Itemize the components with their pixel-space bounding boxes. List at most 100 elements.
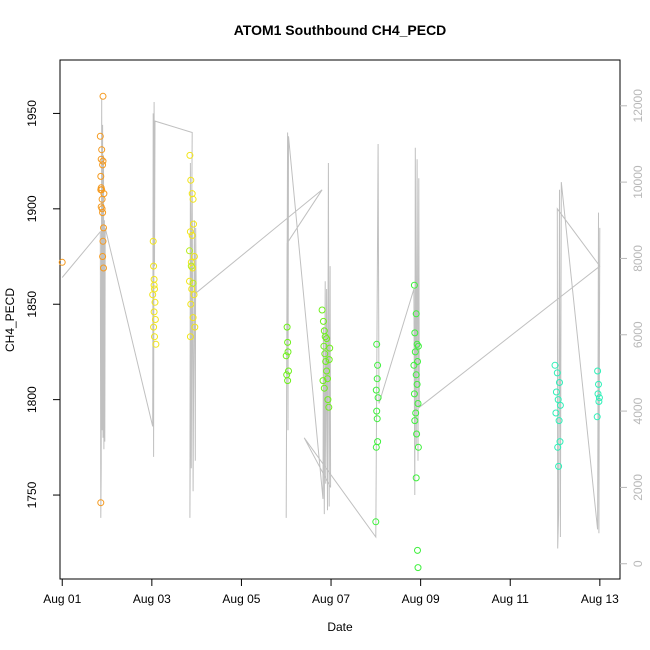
scatter-point	[282, 352, 290, 360]
y2-tick-label: 10000	[631, 165, 645, 199]
scatter-point	[323, 367, 331, 375]
scatter-point	[285, 367, 292, 375]
scatter-point	[190, 253, 198, 260]
scatter-point	[554, 443, 562, 451]
y2-tick-label: 12000	[631, 89, 645, 123]
scatter-point	[551, 361, 559, 369]
scatter-point	[410, 390, 418, 398]
scatter-point	[594, 367, 602, 375]
scatter-point	[324, 375, 331, 383]
scatter-point	[322, 358, 330, 365]
scatter-point	[320, 384, 328, 392]
scatter-point	[149, 237, 157, 245]
scatter-point	[325, 403, 333, 411]
x-tick-label: Aug 13	[581, 592, 619, 606]
scatter-point	[414, 546, 421, 554]
scatter-point	[150, 323, 158, 331]
y-tick-label: 1800	[25, 386, 39, 413]
scatter-point	[373, 375, 381, 383]
scatter-point	[187, 262, 195, 270]
scatter-point	[374, 361, 382, 369]
scatter-point	[99, 92, 107, 100]
scatter-point	[411, 417, 419, 425]
scatter-point	[189, 279, 197, 287]
scatter-point	[326, 344, 334, 352]
y2-tick-label: 2000	[631, 474, 645, 501]
scatter-point	[186, 247, 193, 255]
scatter-point	[413, 340, 421, 348]
x-axis: Aug 01 Aug 03 Aug 05 Aug 07 Aug 09 Aug 11 Aug …	[43, 579, 619, 606]
scatter-point	[96, 132, 104, 140]
scatter-point	[284, 338, 292, 346]
scatter-point	[98, 205, 106, 213]
scatter-point	[414, 564, 422, 572]
scatter-point	[186, 228, 194, 236]
scatter-point	[374, 394, 382, 402]
y-tick-label: 1950	[25, 100, 39, 127]
scatter-point	[186, 277, 193, 285]
scatter-point	[555, 417, 563, 425]
y2-tick-label: 0	[631, 560, 645, 567]
y-tick-label: 1900	[25, 195, 39, 222]
scatter-point	[595, 380, 602, 388]
x-tick-label: Aug 01	[43, 592, 81, 606]
plot-frame	[59, 59, 621, 580]
scatter-point	[374, 438, 382, 446]
scatter-point	[413, 430, 421, 438]
y2-tick-label: 8000	[631, 245, 645, 272]
scatter-point	[414, 400, 422, 407]
chart-title: ATOM1 Southbound CH4_PECD	[234, 22, 447, 38]
x-tick-label: Aug 09	[402, 592, 440, 606]
scatter-point	[325, 356, 333, 364]
scatter-point	[412, 310, 420, 318]
scatter-layer	[58, 92, 603, 572]
scatter-point	[319, 317, 327, 325]
scatter-point	[100, 264, 107, 272]
scatter-point	[149, 291, 157, 299]
scatter-point	[372, 386, 380, 394]
x-tick-label: Aug 05	[222, 592, 260, 606]
scatter-point	[99, 209, 107, 217]
scatter-point	[373, 340, 381, 348]
scatter-point	[412, 371, 420, 379]
scatter-point	[412, 474, 420, 482]
scatter-point	[187, 300, 195, 308]
scatter-point	[150, 262, 158, 270]
scatter-point	[555, 462, 563, 470]
scatter-point	[186, 151, 194, 159]
scatter-point	[283, 371, 291, 379]
scatter-point	[556, 401, 564, 409]
scatter-point	[372, 443, 380, 451]
scatter-point	[556, 379, 563, 386]
scatter-point	[411, 348, 419, 356]
scatter-point	[189, 195, 197, 203]
secondary-trace-line	[61, 98, 601, 549]
scatter-point	[99, 157, 107, 165]
scatter-point	[187, 176, 195, 184]
scatter-point	[324, 396, 332, 404]
scatter-point	[411, 329, 419, 337]
y-axis: 1750 1800 1850 1900 1950	[25, 100, 60, 508]
scatter-point	[552, 409, 560, 417]
x-tick-label: Aug 03	[133, 592, 171, 606]
scatter-point	[191, 323, 199, 331]
scatter-point	[318, 306, 326, 314]
scatter-point	[100, 224, 107, 232]
scatter-point	[410, 361, 418, 369]
y2-axis: 0 2000 4000 6000 8000 10000 12000	[620, 89, 645, 567]
scatter-point	[190, 220, 197, 228]
scatter-point	[188, 232, 196, 239]
y-tick-label: 1850	[25, 291, 39, 318]
scatter-point	[97, 186, 105, 194]
x-tick-label: Aug 07	[312, 592, 350, 606]
x-axis-label: Date	[327, 620, 353, 634]
scatter-point	[152, 340, 160, 348]
scatter-point	[284, 348, 292, 356]
scatter-point	[186, 333, 194, 341]
scatter-point	[151, 298, 159, 306]
scatter-point	[595, 394, 603, 402]
scatter-point	[552, 388, 560, 396]
scatter-point	[554, 396, 562, 404]
scatter-point	[99, 161, 107, 169]
